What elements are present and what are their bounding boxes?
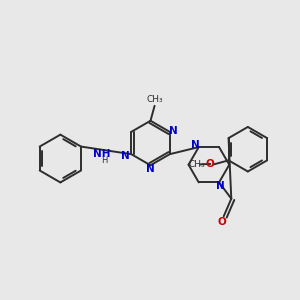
Text: N: N: [191, 140, 200, 150]
Text: N: N: [216, 181, 225, 190]
Text: N: N: [121, 151, 130, 161]
Text: CH₃: CH₃: [188, 160, 205, 169]
Text: H: H: [102, 156, 108, 165]
Text: NH: NH: [92, 149, 110, 159]
Text: CH₃: CH₃: [146, 95, 163, 104]
Text: N: N: [169, 125, 177, 136]
Text: O: O: [206, 159, 215, 169]
Text: N: N: [146, 164, 155, 174]
Text: O: O: [218, 217, 227, 227]
